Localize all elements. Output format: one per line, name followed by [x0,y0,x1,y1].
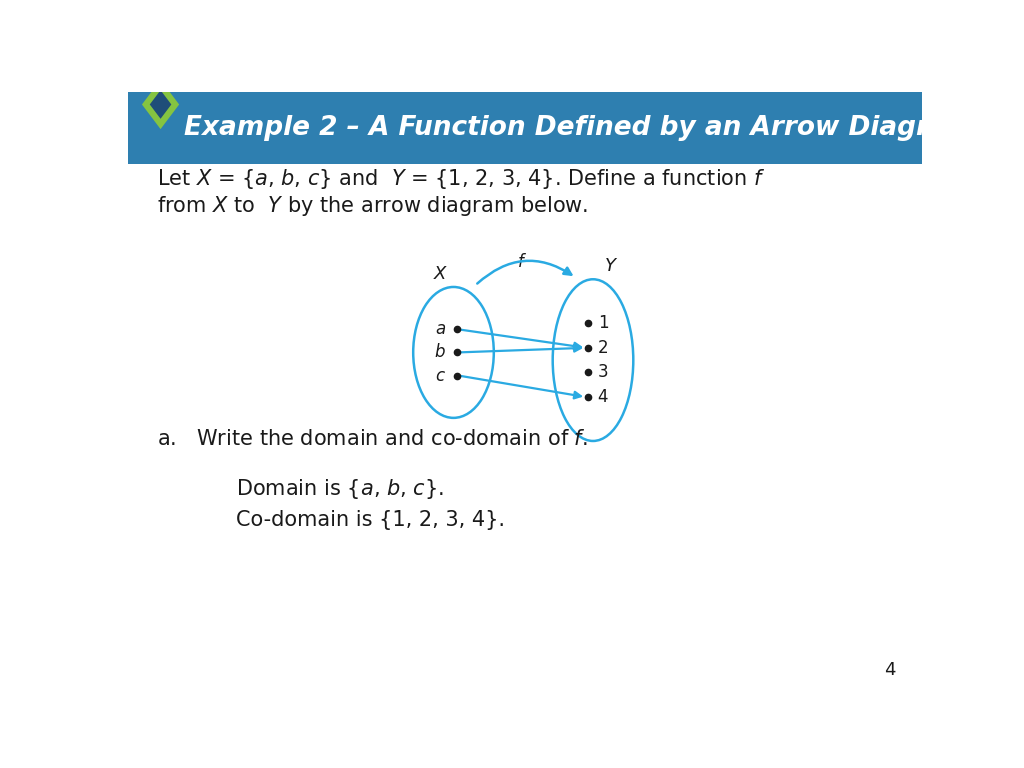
Text: Example 2 – A Function Defined by an Arrow Diagram: Example 2 – A Function Defined by an Arr… [183,115,974,141]
Polygon shape [150,90,171,119]
FancyBboxPatch shape [128,92,922,164]
Text: X: X [433,265,445,283]
Text: Y: Y [604,257,615,275]
Polygon shape [142,80,179,129]
Text: 1: 1 [598,314,608,332]
Text: f: f [518,253,524,270]
Text: 2: 2 [598,339,608,357]
Text: 4: 4 [884,660,895,679]
Text: $\it{c}$: $\it{c}$ [435,366,445,385]
Text: Domain is {$a$, $b$, $c$}.: Domain is {$a$, $b$, $c$}. [237,478,444,502]
Text: from $X$ to  $Y$ by the arrow diagram below.: from $X$ to $Y$ by the arrow diagram bel… [158,194,589,218]
Text: 4: 4 [598,388,608,406]
Text: Co-domain is {1, 2, 3, 4}.: Co-domain is {1, 2, 3, 4}. [237,510,506,530]
Text: $\it{a}$: $\it{a}$ [434,320,445,339]
Text: a.   Write the domain and co-domain of $f$.: a. Write the domain and co-domain of $f$… [158,429,588,449]
Text: $\it{b}$: $\it{b}$ [434,343,445,362]
Text: 3: 3 [598,363,608,382]
Text: Let $X$ = {$a$, $b$, $c$} and  $Y$ = {1, 2, 3, 4}. Define a function $f$: Let $X$ = {$a$, $b$, $c$} and $Y$ = {1, … [158,167,766,191]
